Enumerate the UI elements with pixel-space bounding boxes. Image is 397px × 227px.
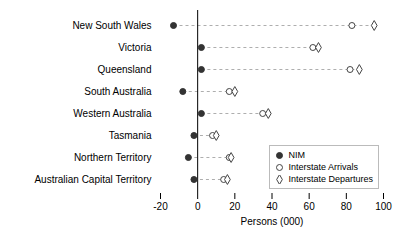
html-text:Interstate Arrivals: Interstate Arrivals [288, 162, 358, 172]
svg-text:Australian Capital Territory: Australian Capital Territory [34, 174, 151, 185]
svg-text:Persons (000): Persons (000) [241, 216, 304, 227]
svg-text:Queensland: Queensland [98, 64, 152, 75]
svg-text:Victoria: Victoria [118, 42, 152, 53]
svg-text:80: 80 [341, 201, 353, 212]
svg-text:-20: -20 [153, 201, 168, 212]
svg-text:40: 40 [266, 201, 278, 212]
svg-text:Western Australia: Western Australia [73, 108, 152, 119]
html-text:Interstate Departures: Interstate Departures [288, 174, 373, 184]
svg-text:20: 20 [229, 201, 241, 212]
html-text:NIM: NIM [288, 150, 305, 160]
svg-text:South Australia: South Australia [84, 86, 152, 97]
svg-text:Tasmania: Tasmania [109, 130, 152, 141]
svg-text:0: 0 [195, 201, 201, 212]
svg-text:60: 60 [304, 201, 316, 212]
svg-text:100: 100 [375, 201, 392, 212]
svg-text:Northern Territory: Northern Territory [74, 152, 152, 163]
svg-text:New South Wales: New South Wales [72, 20, 151, 31]
